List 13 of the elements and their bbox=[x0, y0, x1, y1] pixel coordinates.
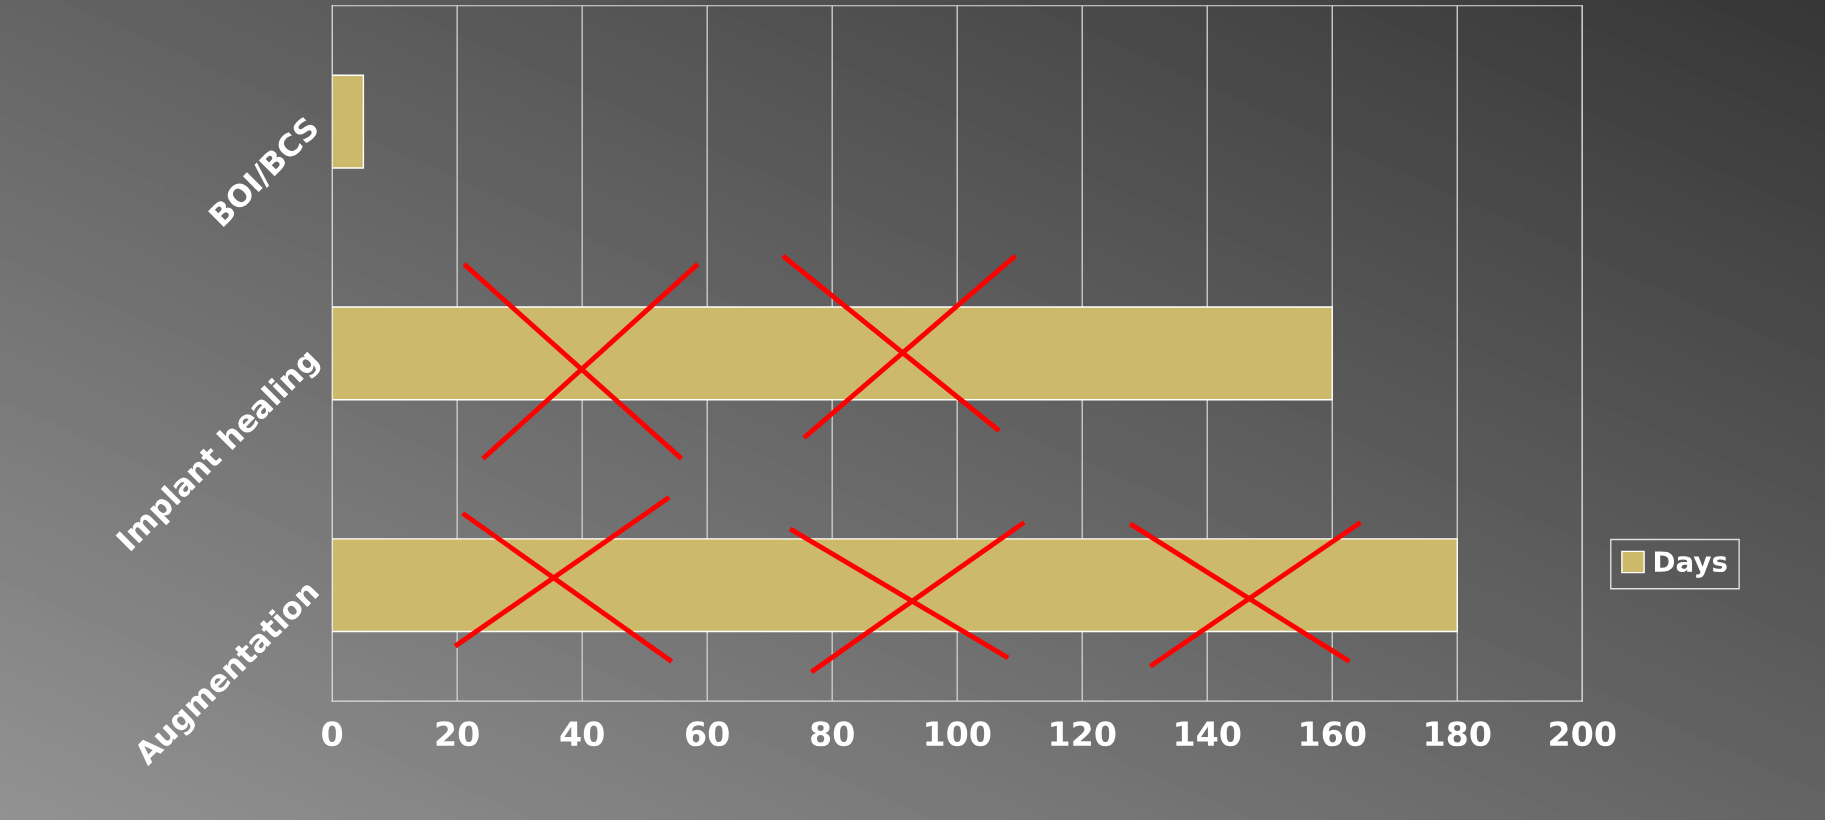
x-tick-label: 40 bbox=[560, 721, 604, 747]
x-tick-label: 20 bbox=[436, 721, 479, 747]
x-tick-label: 120 bbox=[1051, 721, 1116, 747]
x-tick-label: 100 bbox=[926, 721, 991, 747]
bar bbox=[332, 74, 365, 169]
legend-label: Days bbox=[1654, 551, 1727, 578]
x-tick-label: 80 bbox=[811, 721, 854, 747]
x-tick-label: 140 bbox=[1176, 721, 1241, 747]
x-tick-label: 180 bbox=[1426, 721, 1491, 747]
x-tick-label: 200 bbox=[1550, 721, 1616, 747]
x-tick-label: 60 bbox=[686, 721, 729, 747]
x-tick-label: 160 bbox=[1301, 721, 1366, 747]
x-tick-label: 0 bbox=[322, 721, 343, 747]
